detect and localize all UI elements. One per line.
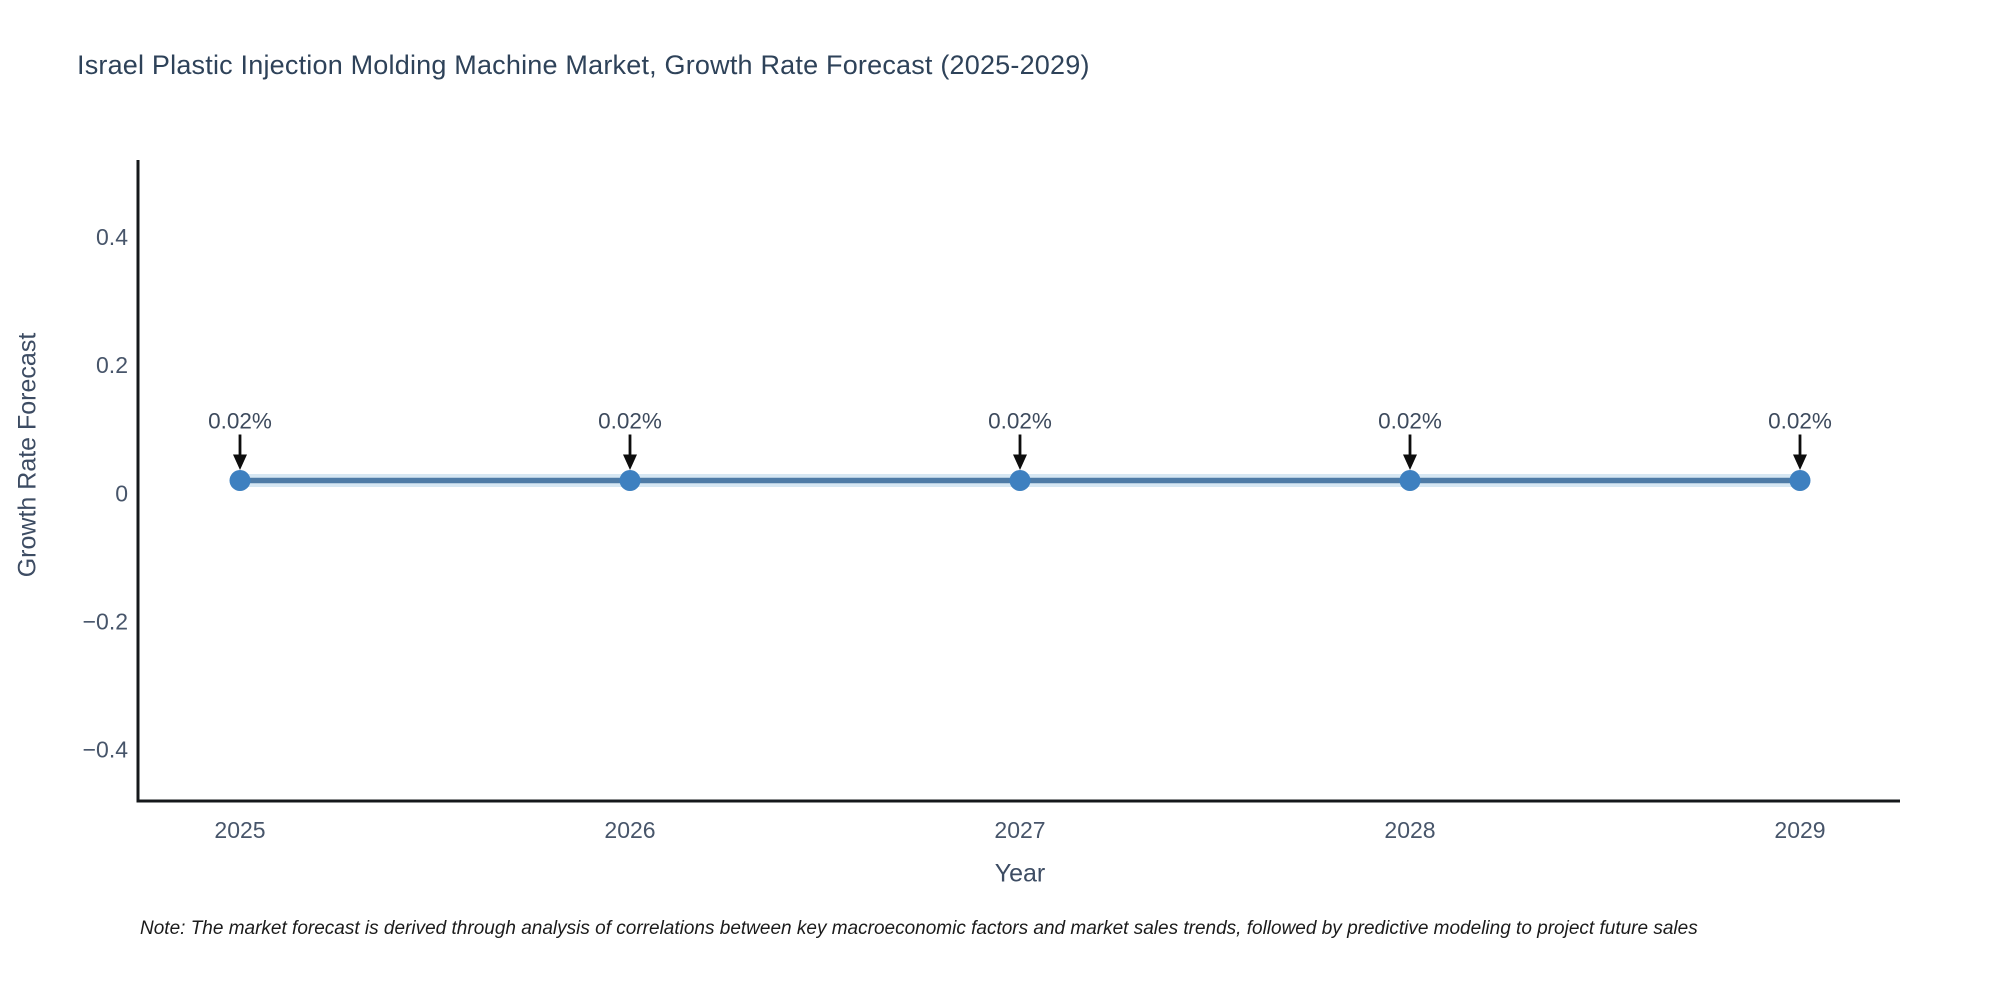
data-point-marker	[1009, 470, 1031, 491]
data-point-label: 0.02%	[598, 409, 662, 434]
annotation-arrow-head	[1403, 454, 1417, 470]
x-tick-label: 2026	[604, 817, 655, 843]
data-point-marker	[1789, 470, 1811, 491]
data-point-marker	[1399, 470, 1421, 491]
x-axis-title: Year	[994, 859, 1046, 888]
y-tick-label: 0.4	[96, 224, 128, 250]
data-point-label: 0.02%	[988, 409, 1052, 434]
annotation-arrow-head	[233, 454, 247, 470]
data-point-marker	[619, 470, 641, 491]
annotation-arrow-head	[1793, 454, 1807, 470]
x-tick-label: 2029	[1774, 817, 1825, 843]
y-tick-label: −0.2	[83, 609, 128, 635]
chart-title: Israel Plastic Injection Molding Machine…	[77, 50, 1090, 80]
data-point-label: 0.02%	[208, 409, 272, 434]
data-point-label: 0.02%	[1378, 409, 1442, 434]
annotation-arrow-head	[623, 454, 637, 470]
y-tick-label: 0.2	[96, 352, 128, 378]
data-point-marker	[229, 470, 251, 491]
x-tick-label: 2025	[214, 817, 265, 843]
y-axis-title: Growth Rate Forecast	[13, 332, 42, 578]
y-tick-label: −0.4	[83, 737, 129, 763]
x-tick-label: 2028	[1384, 817, 1435, 843]
annotation-arrow-head	[1013, 454, 1027, 470]
data-point-label: 0.02%	[1768, 409, 1832, 434]
x-tick-label: 2027	[994, 817, 1045, 843]
footnote: Note: The market forecast is derived thr…	[140, 918, 1698, 939]
y-tick-label: 0	[115, 480, 128, 506]
